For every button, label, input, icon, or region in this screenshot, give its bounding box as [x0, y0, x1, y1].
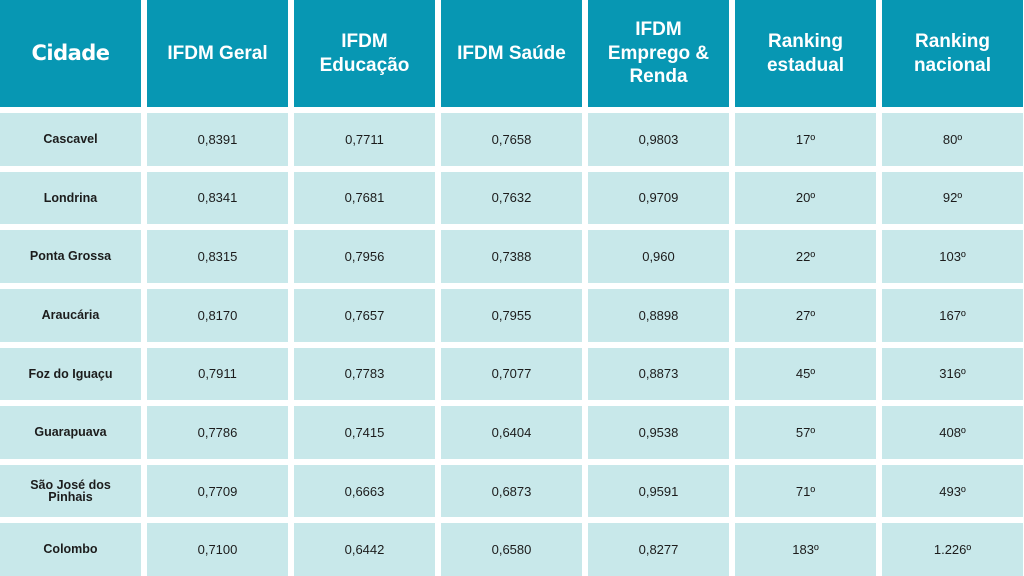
ranking-estadual-cell: 71º — [735, 464, 876, 518]
ifdm-geral-cell: 0,7100 — [147, 523, 288, 576]
city-cell: Cascavel — [0, 113, 141, 166]
ifdm-geral-cell: 0,7709 — [147, 464, 288, 518]
ranking-estadual-cell: 27º — [735, 288, 876, 342]
ifdm-geral-cell: 0,8391 — [147, 113, 288, 166]
ranking-nacional-cell: 167º — [882, 288, 1023, 342]
ifdm-emprego-renda-cell: 0,9803 — [588, 113, 729, 166]
ifdm-geral-cell: 0,8315 — [147, 230, 288, 283]
ranking-nacional-cell: 408º — [882, 406, 1023, 459]
header-ifdm-saude: IFDM Saúde — [441, 0, 582, 107]
ifdm-saude-cell: 0,6873 — [441, 464, 582, 518]
ifdm-emprego-renda-cell: 0,9591 — [588, 464, 729, 518]
ranking-nacional-cell: 92º — [882, 171, 1023, 225]
ifdm-saude-cell: 0,7077 — [441, 347, 582, 401]
city-cell: Colombo — [0, 523, 141, 576]
ifdm-educacao-cell: 0,7681 — [294, 171, 435, 225]
ifdm-geral-cell: 0,7786 — [147, 406, 288, 459]
ifdm-educacao-cell: 0,7415 — [294, 406, 435, 459]
header-ranking-estadual: Ranking estadual — [735, 0, 876, 107]
ranking-estadual-cell: 17º — [735, 113, 876, 166]
ifdm-saude-cell: 0,7658 — [441, 113, 582, 166]
header-ranking-nacional: Ranking nacional — [882, 0, 1023, 107]
ifdm-saude-cell: 0,7388 — [441, 230, 582, 283]
ifdm-educacao-cell: 0,6442 — [294, 523, 435, 576]
ifdm-educacao-cell: 0,6663 — [294, 464, 435, 518]
ranking-estadual-cell: 45º — [735, 347, 876, 401]
header-ifdm-emprego-renda: IFDM Emprego & Renda — [588, 0, 729, 107]
ranking-nacional-cell: 103º — [882, 230, 1023, 283]
ranking-estadual-cell: 183º — [735, 523, 876, 576]
ifdm-geral-cell: 0,8170 — [147, 288, 288, 342]
ranking-estadual-cell: 20º — [735, 171, 876, 225]
city-cell: São José dos Pinhais — [0, 464, 141, 518]
ifdm-emprego-renda-cell: 0,8277 — [588, 523, 729, 576]
ifdm-educacao-cell: 0,7783 — [294, 347, 435, 401]
ranking-estadual-cell: 57º — [735, 406, 876, 459]
header-ifdm-geral: IFDM Geral — [147, 0, 288, 107]
ifdm-geral-cell: 0,8341 — [147, 171, 288, 225]
header-cidade: Cidade — [0, 0, 141, 107]
city-cell: Araucária — [0, 288, 141, 342]
city-cell: Ponta Grossa — [0, 230, 141, 283]
ifdm-educacao-cell: 0,7711 — [294, 113, 435, 166]
ifdm-saude-cell: 0,7632 — [441, 171, 582, 225]
city-cell: Guarapuava — [0, 406, 141, 459]
ifdm-saude-cell: 0,6404 — [441, 406, 582, 459]
ifdm-emprego-renda-cell: 0,9709 — [588, 171, 729, 225]
ifdm-emprego-renda-cell: 0,8898 — [588, 288, 729, 342]
city-cell: Foz do Iguaçu — [0, 347, 141, 401]
ranking-nacional-cell: 316º — [882, 347, 1023, 401]
ranking-estadual-cell: 22º — [735, 230, 876, 283]
ifdm-educacao-cell: 0,7956 — [294, 230, 435, 283]
ranking-nacional-cell: 1.226º — [882, 523, 1023, 576]
ifdm-emprego-renda-cell: 0,9538 — [588, 406, 729, 459]
ifdm-geral-cell: 0,7911 — [147, 347, 288, 401]
city-cell: Londrina — [0, 171, 141, 225]
ranking-nacional-cell: 493º — [882, 464, 1023, 518]
header-ifdm-educacao: IFDM Educação — [294, 0, 435, 107]
ifdm-saude-cell: 0,7955 — [441, 288, 582, 342]
ifdm-emprego-renda-cell: 0,960 — [588, 230, 729, 283]
ifdm-educacao-cell: 0,7657 — [294, 288, 435, 342]
ifdm-saude-cell: 0,6580 — [441, 523, 582, 576]
ranking-nacional-cell: 80º — [882, 113, 1023, 166]
ifdm-emprego-renda-cell: 0,8873 — [588, 347, 729, 401]
